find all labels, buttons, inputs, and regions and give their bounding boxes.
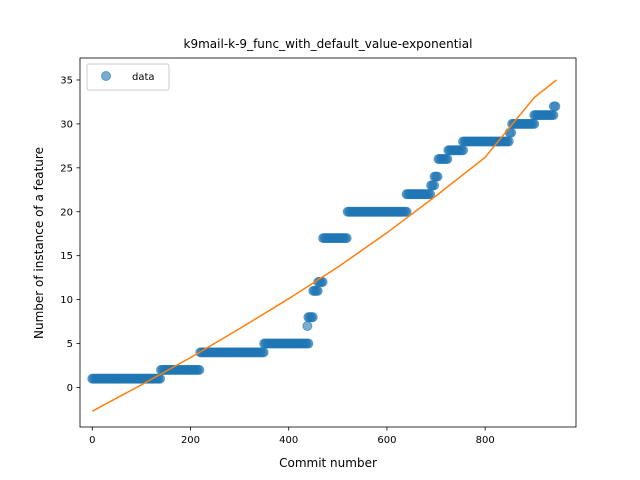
- x-tick-label: 200: [181, 435, 200, 446]
- x-axis-title: Commit number: [279, 456, 377, 470]
- chart-title: k9mail-k-9_func_with_default_value-expon…: [184, 37, 473, 51]
- data-point: [312, 285, 323, 296]
- data-point: [550, 101, 561, 112]
- x-tick-label: 600: [377, 435, 396, 446]
- data-point: [432, 171, 443, 182]
- data-point: [303, 338, 314, 349]
- y-tick-label: 20: [60, 207, 73, 218]
- data-point: [401, 206, 412, 217]
- y-axis: 0 5 10 15 20 25 30 35: [60, 75, 80, 394]
- y-tick-label: 5: [67, 339, 73, 350]
- y-tick-label: 10: [60, 295, 73, 306]
- fit-line: [91, 79, 557, 412]
- y-tick-label: 15: [60, 251, 73, 262]
- data-point: [341, 233, 352, 244]
- data-point: [548, 110, 559, 121]
- legend: data: [86, 63, 170, 91]
- x-axis: 0 200 400 600 800: [89, 427, 495, 446]
- y-tick-label: 30: [60, 119, 73, 130]
- y-axis-title: Number of instance of a feature: [32, 147, 46, 339]
- plot-area: [87, 79, 561, 412]
- data-point: [307, 312, 318, 323]
- x-tick-label: 800: [476, 435, 495, 446]
- legend-box: [86, 63, 170, 91]
- data-point: [302, 320, 313, 331]
- data-point: [442, 154, 453, 165]
- legend-marker-data: [101, 71, 111, 81]
- plot-frame: [79, 57, 577, 428]
- y-tick-label: 25: [60, 163, 73, 174]
- y-tick-label: 35: [60, 75, 73, 86]
- data-point: [529, 118, 540, 129]
- x-tick-label: 0: [89, 435, 95, 446]
- data-point: [429, 180, 440, 191]
- data-point: [503, 136, 514, 147]
- data-point: [258, 347, 269, 358]
- x-tick-label: 400: [279, 435, 298, 446]
- data-point: [194, 364, 205, 375]
- legend-label-data: data: [132, 72, 155, 83]
- data-point: [458, 145, 469, 156]
- y-tick-label: 0: [67, 383, 73, 394]
